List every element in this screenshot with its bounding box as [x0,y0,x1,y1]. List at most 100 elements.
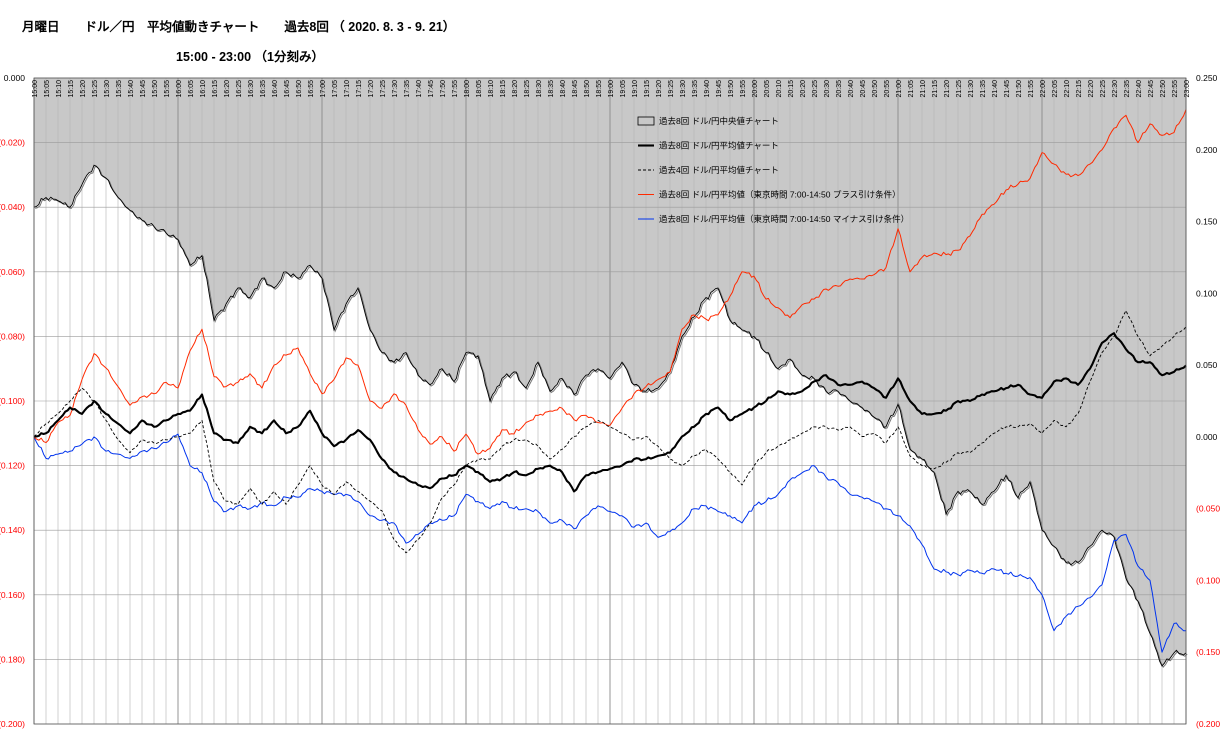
legend-label: 過去8回 ドル/円平均値（東京時間 7:00-14:50 プラス引け条件） [659,190,901,200]
y-left-tick-label: (0.200) [0,719,25,729]
axes: 0.000 (0.020) (0.040) (0.060) (0.080) (0.100)… [0,73,1220,729]
y-right-tick-label: (0.050) [1196,504,1220,514]
y-left-tick-label: (0.040) [0,202,25,212]
x-tick-label: 15:30 [104,80,111,98]
x-tick-label: 23:00 [1184,80,1191,98]
x-tick-label: 20:35 [836,80,843,98]
x-tick-label: 20:30 [824,80,831,98]
x-tick-label: 18:00 [464,80,471,98]
x-tick-label: 17:10 [344,80,351,98]
x-tick-label: 18:20 [512,80,519,98]
x-tick-label: 15:15 [68,80,75,98]
x-tick-label: 20:50 [872,80,879,98]
x-tick-label: 16:40 [272,80,279,98]
legend-label: 過去4回 ドル/円平均値チャート [659,165,779,175]
legend-label: 過去8回 ドル/円中央値チャート [659,116,779,126]
y-right-tick-label: (0.200) [1196,719,1220,729]
x-tick-label: 16:50 [296,80,303,98]
x-tick-label: 21:30 [968,80,975,98]
x-tick-label: 17:20 [368,80,375,98]
x-tick-label: 21:40 [992,80,999,98]
x-tick-label: 22:15 [1076,80,1083,98]
x-tick-label: 16:05 [188,80,195,98]
x-tick-label: 19:35 [692,80,699,98]
y-left-tick-label: (0.140) [0,525,25,535]
x-tick-label: 16:25 [236,80,243,98]
x-tick-label: 16:10 [200,80,207,98]
y-right-tick-label: 0.000 [1196,432,1218,442]
x-tick-label: 18:40 [560,80,567,98]
y-right-tick-label: (0.150) [1196,647,1220,657]
y-left-tick-label: 0.000 [4,73,26,83]
x-tick-label: 20:55 [884,80,891,98]
x-tick-label: 21:55 [1028,80,1035,98]
y-right-tick-label: (0.100) [1196,575,1220,585]
x-tick-label: 15:40 [128,80,135,98]
x-tick-label: 22:50 [1160,80,1167,98]
x-tick-label: 22:10 [1064,80,1071,98]
x-tick-label: 16:30 [248,80,255,98]
x-tick-label: 19:55 [740,80,747,98]
y-left-tick-label: (0.080) [0,331,25,341]
x-tick-label: 15:10 [56,80,63,98]
x-tick-label: 18:30 [536,80,543,98]
x-tick-label: 15:50 [152,80,159,98]
y-right-tick-label: 0.100 [1196,288,1218,298]
x-tick-label: 19:25 [668,80,675,98]
x-tick-label: 18:45 [572,80,579,98]
x-tick-label: 16:45 [284,80,291,98]
x-tick-label: 15:00 [32,80,39,98]
x-tick-label: 19:00 [608,80,615,98]
x-tick-label: 19:10 [632,80,639,98]
legend-label: 過去8回 ドル/円平均値チャート [659,141,779,151]
x-tick-label: 20:20 [800,80,807,98]
x-tick-label: 21:05 [908,80,915,98]
x-tick-label: 17:00 [320,80,327,98]
x-tick-label: 16:35 [260,80,267,98]
x-tick-label: 17:15 [356,80,363,98]
x-tick-label: 21:35 [980,80,987,98]
x-tick-label: 15:45 [140,80,147,98]
x-tick-label: 19:15 [644,80,651,98]
y-right-tick-label: 0.150 [1196,217,1218,227]
x-tick-label: 22:30 [1112,80,1119,98]
y-left-tick-label: (0.020) [0,138,25,148]
x-tick-label: 15:25 [92,80,99,98]
x-tick-label: 19:05 [620,80,627,98]
y-left-tick-label: (0.100) [0,396,25,406]
y-left-tick-label: (0.180) [0,654,25,664]
series-layer [33,109,1188,668]
x-tick-label: 16:00 [176,80,183,98]
x-tick-label: 18:55 [596,80,603,98]
x-tick-label: 19:30 [680,80,687,98]
x-tick-label: 20:10 [776,80,783,98]
grid [33,77,1187,725]
x-tick-label: 19:20 [656,80,663,98]
x-tick-label: 18:10 [488,80,495,98]
x-tick-label: 22:20 [1088,80,1095,98]
x-tick-label: 22:35 [1124,80,1131,98]
x-tick-label: 18:50 [584,80,591,98]
average-8-series-line [34,332,1187,493]
x-tick-label: 15:05 [44,80,51,98]
y-right-tick-label: 0.200 [1196,145,1218,155]
x-tick-label: 22:00 [1040,80,1047,98]
x-tick-label: 17:40 [416,80,423,98]
median-line-shadow [35,165,1188,668]
x-tick-label: 15:55 [164,80,171,98]
legend-label: 過去8回 ドル/円平均値（東京時間 7:00-14:50 マイナス引け条件） [659,214,909,224]
y-right-tick-label: 0.050 [1196,360,1218,370]
x-tick-label: 20:45 [860,80,867,98]
x-tick-label: 15:35 [116,80,123,98]
x-tick-label: 22:45 [1148,80,1155,98]
x-tick-label: 20:05 [764,80,771,98]
x-tick-label: 17:45 [428,80,435,98]
x-tick-label: 21:25 [956,80,963,98]
x-tick-label: 17:05 [332,80,339,98]
y-left-tick-label: (0.060) [0,267,25,277]
average-4-series-line [33,310,1187,554]
x-tick-label: 20:00 [752,80,759,98]
x-tick-label: 17:55 [452,80,459,98]
